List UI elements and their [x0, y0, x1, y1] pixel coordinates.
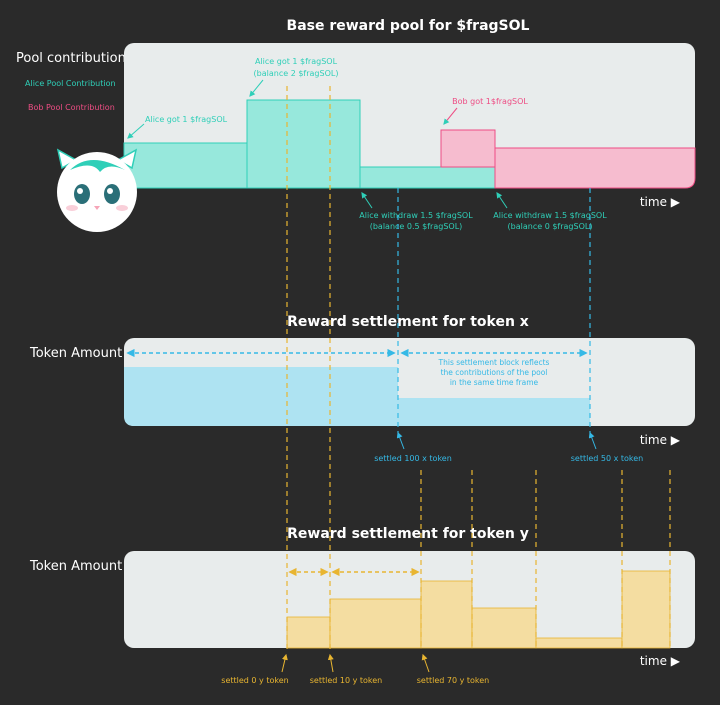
bob-bar-2: [494, 147, 696, 189]
settle-y-arrow-3: [421, 653, 430, 673]
annotation-balance-0-5: (balance 0.5 $fragSOL): [370, 222, 463, 231]
annotation-arrow-2: [249, 79, 264, 97]
token-y-bar-4: [471, 607, 537, 649]
token-y-bar-3: [420, 580, 473, 649]
annotation-alice-got-1-again: Alice got 1 $fragSOL: [255, 57, 338, 66]
settlement-note-line-1: This settlement block reflects: [438, 358, 550, 367]
token-y-bar-2: [329, 598, 422, 649]
token-x-bar-2: [398, 398, 590, 426]
alice-bar-2: [246, 99, 361, 189]
annotation-balance-2: (balance 2 $fragSOL): [254, 69, 339, 78]
alice-bar-1: [123, 142, 248, 189]
settle-y-arrow-1: [281, 653, 288, 673]
annotation-arrow-3: [443, 107, 458, 125]
section1-title: Base reward pool for $fragSOL: [287, 18, 530, 34]
section3-time-label: time ▶: [640, 654, 681, 668]
legend-bob: Bob Pool Contribution: [28, 103, 115, 112]
settle-y-arrow-2: [327, 653, 334, 673]
section2-ylabel: Token Amount: [29, 346, 122, 361]
settled-70-y: settled 70 y token: [417, 676, 490, 685]
annotation-arrow-5: [496, 192, 508, 209]
section3-title: Reward settlement for token y: [287, 526, 529, 542]
bob-bar-1: [440, 129, 496, 168]
token-y-bar-5: [535, 637, 623, 649]
annotation-bob-got-1: Bob got 1$fragSOL: [452, 97, 528, 106]
token-y-bar-6: [621, 570, 671, 649]
white-fluffy-creature-icon: [56, 148, 138, 232]
annotation-alice-got-1: Alice got 1 $fragSOL: [145, 115, 228, 124]
section3-ylabel: Token Amount: [29, 559, 122, 574]
legend-alice: Alice Pool Contribution: [25, 79, 116, 88]
annotation-alice-withdraw-1: Alice withdraw 1.5 $fragSOL: [359, 211, 473, 220]
annotation-balance-0: (balance 0 $fragSOL): [508, 222, 593, 231]
section2-title: Reward settlement for token x: [287, 314, 529, 330]
token-x-bar-1: [124, 367, 398, 426]
guide-lines: [286, 86, 671, 650]
annotation-arrow-4: [361, 192, 373, 209]
settlement-note-line-3: in the same time frame: [450, 378, 539, 387]
settled-10-y: settled 10 y token: [310, 676, 383, 685]
section1-time-label: time ▶: [640, 195, 681, 209]
alice-bar-3: [359, 166, 496, 189]
settled-100-x: settled 100 x token: [374, 454, 452, 463]
annotation-alice-withdraw-2: Alice withdraw 1.5 $fragSOL: [493, 211, 607, 220]
settled-50-x: settled 50 x token: [571, 454, 644, 463]
settle-x-arrow-2: [588, 431, 597, 450]
token-y-bar-1: [286, 616, 331, 649]
settled-0-y: settled 0 y token: [221, 676, 288, 685]
settle-x-arrow-1: [396, 431, 405, 450]
settlement-note-line-2: the contributions of the pool: [441, 368, 548, 377]
annotation-arrow-1: [127, 123, 145, 139]
section1-ylabel: Pool contribution: [16, 51, 126, 66]
section2-time-label: time ▶: [640, 433, 681, 447]
